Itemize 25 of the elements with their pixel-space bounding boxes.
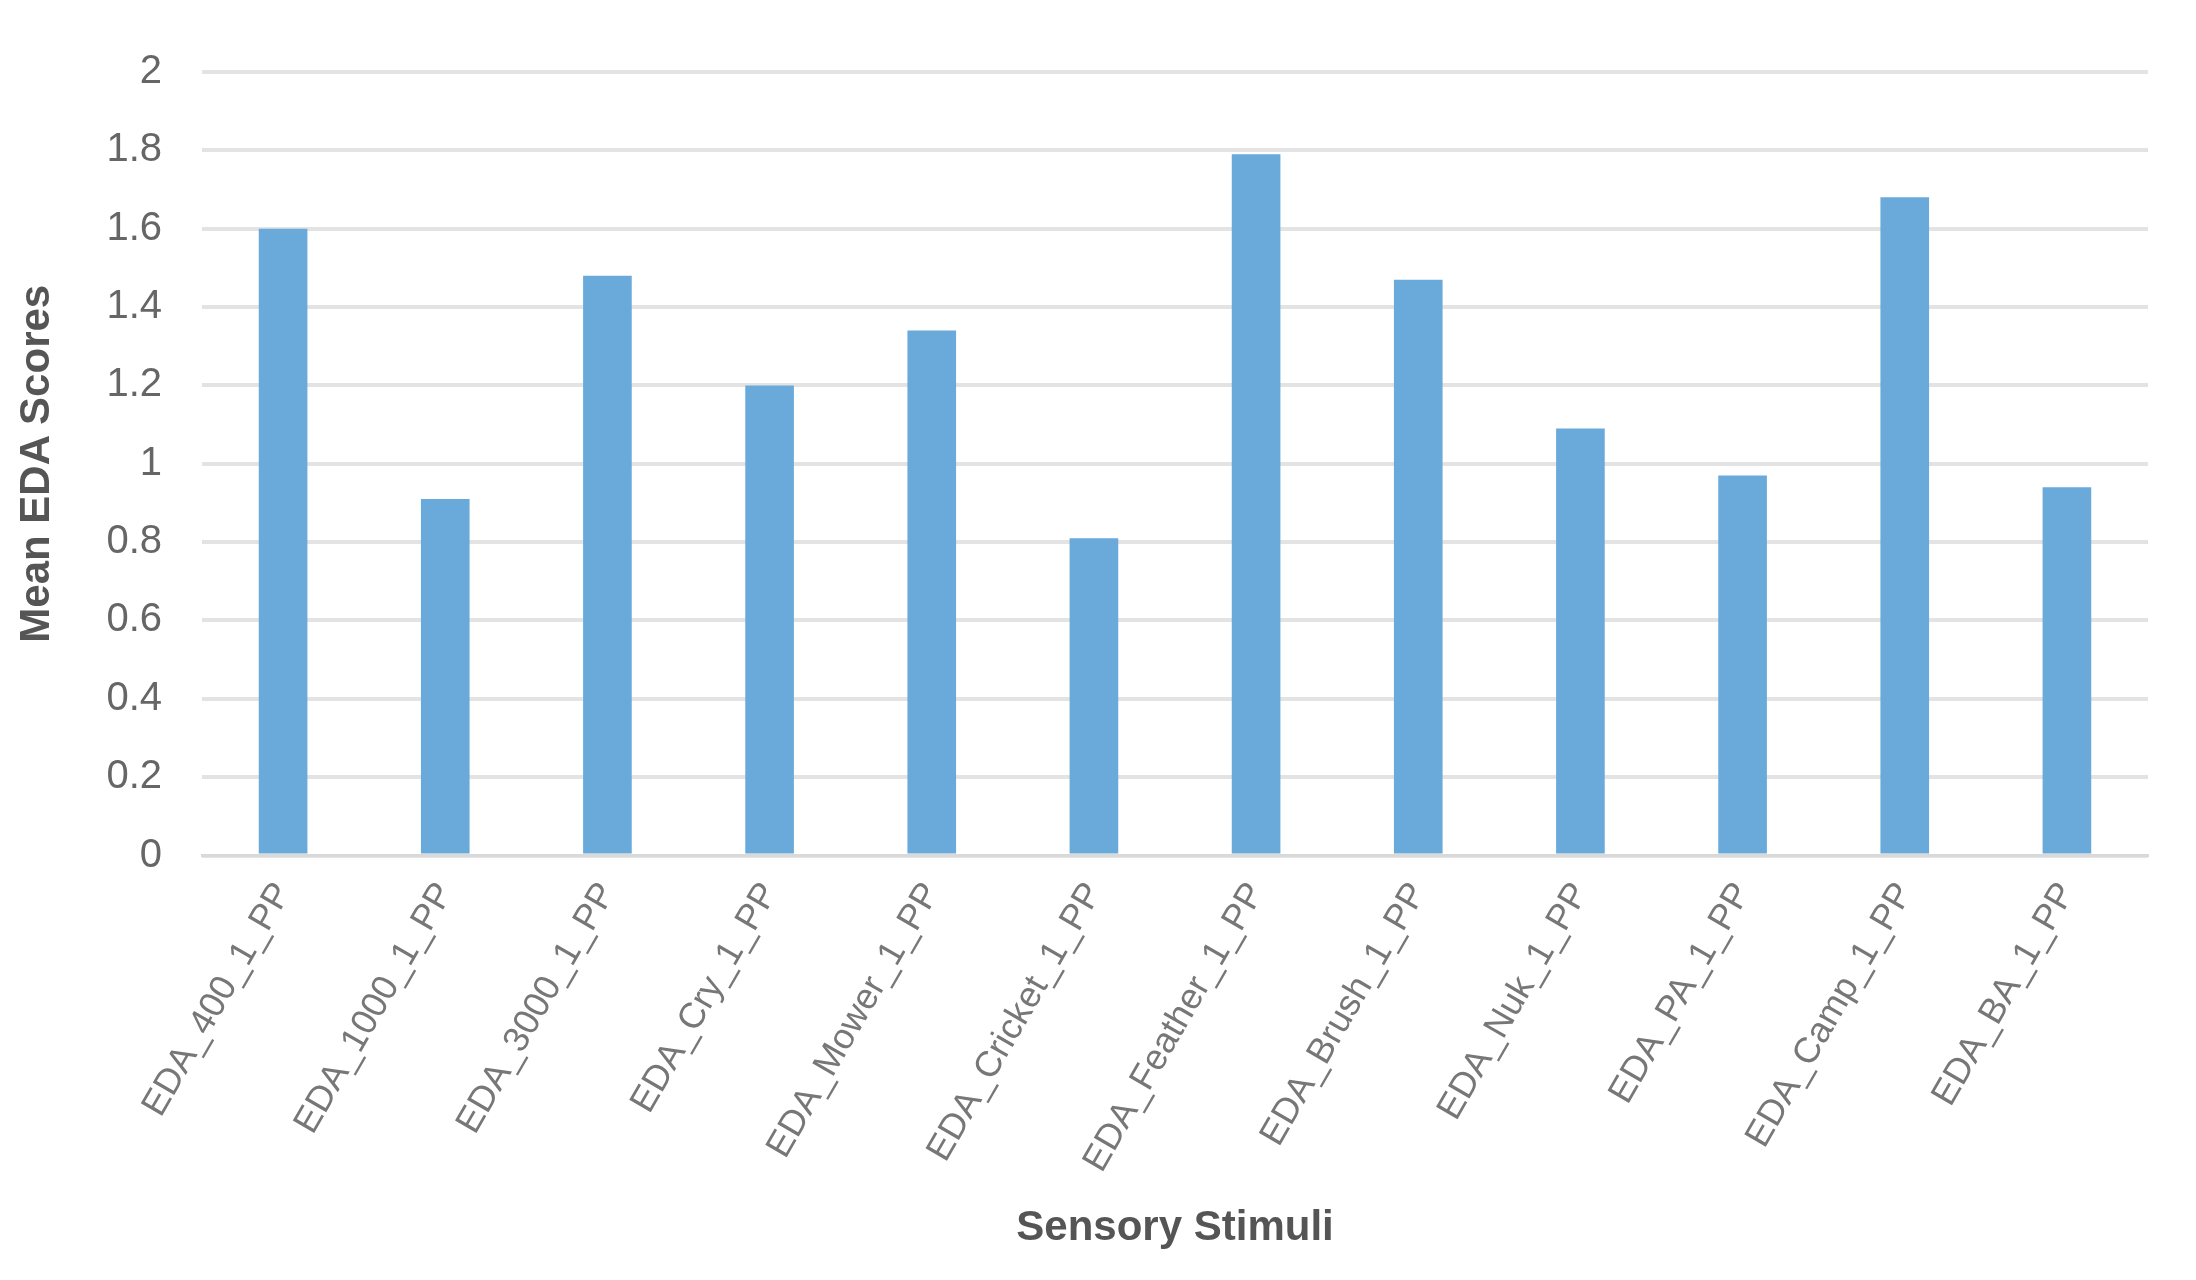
bar — [258, 228, 308, 854]
bar — [1880, 197, 1930, 854]
y-tick-label: 0.2 — [106, 752, 163, 797]
bar — [1231, 154, 1281, 854]
bar — [583, 275, 632, 854]
bar — [1718, 475, 1767, 854]
x-axis-title: Sensory Stimuli — [1016, 1202, 1334, 1250]
y-tick-label: 2 — [139, 47, 163, 92]
y-tick-label: 1.8 — [106, 125, 163, 170]
bar — [1069, 538, 1119, 854]
y-tick-label: 1.2 — [106, 360, 163, 405]
bar — [2042, 487, 2092, 854]
y-tick-label: 1 — [139, 438, 163, 483]
y-tick-label: 0.6 — [106, 595, 163, 640]
y-tick-label: 1.4 — [106, 282, 163, 327]
bar — [1556, 428, 1605, 854]
y-tick-label: 0 — [139, 830, 163, 875]
bar — [420, 499, 470, 854]
y-tick-label: 0.4 — [106, 673, 163, 718]
y-tick-label: 0.8 — [106, 517, 163, 562]
bar — [1393, 279, 1443, 854]
bar — [745, 385, 794, 854]
y-axis-title: Mean EDA Scores — [10, 284, 58, 643]
y-tick-label: 1.6 — [106, 203, 163, 248]
bar — [907, 330, 957, 854]
